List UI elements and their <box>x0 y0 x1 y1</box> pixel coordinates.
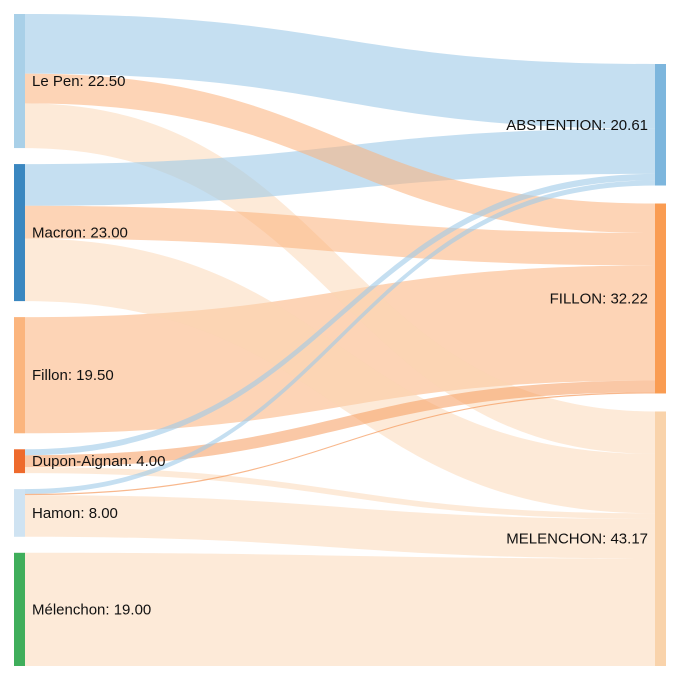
node-abstention <box>655 64 666 186</box>
link-lepen-to-fillon2 <box>25 73 655 234</box>
node-macron <box>14 164 25 302</box>
link-hamon-to-melenchon2 <box>25 495 655 559</box>
node-label-melenchon: Mélenchon: 19.00 <box>32 601 151 618</box>
link-dupont-to-abstention <box>25 173 655 456</box>
link-dupont-to-fillon2 <box>25 380 655 468</box>
link-hamon-to-fillon2 <box>25 392 655 496</box>
node-label-hamon: Hamon: 8.00 <box>32 505 118 522</box>
node-fillon <box>14 317 25 434</box>
node-melenchon <box>14 552 25 666</box>
link-melenchon-to-melenchon2 <box>25 552 655 666</box>
node-label-abstention: ABSTENTION: 20.61 <box>506 117 648 134</box>
node-label-fillon2: FILLON: 32.22 <box>550 290 648 307</box>
node-label-melenchon2: MELENCHON: 43.17 <box>506 531 648 548</box>
sankey-labels: Le Pen: 22.50 Macron: 23.00 Fillon: 19.50 D… <box>32 73 648 618</box>
link-dupont-to-melenchon2 <box>25 467 655 519</box>
sankey-nodes <box>14 14 666 666</box>
node-label-dupont: Dupon-Aignan: 4.00 <box>32 453 165 470</box>
node-label-lepen: Le Pen: 22.50 <box>32 73 125 90</box>
node-fillon2 <box>655 203 666 394</box>
link-macron-to-fillon2 <box>25 205 655 266</box>
link-hamon-to-abstention <box>25 180 655 494</box>
node-lepen <box>14 14 25 149</box>
link-lepen-to-abstention <box>25 14 655 129</box>
link-macron-to-melenchon2 <box>25 238 655 514</box>
node-melenchon2 <box>655 411 666 666</box>
link-lepen-to-melenchon2 <box>25 103 655 454</box>
sankey-links <box>25 14 655 666</box>
node-dupont <box>14 449 25 474</box>
node-label-macron: Macron: 23.00 <box>32 225 128 242</box>
node-label-fillon: Fillon: 19.50 <box>32 367 114 384</box>
node-hamon <box>14 489 25 537</box>
